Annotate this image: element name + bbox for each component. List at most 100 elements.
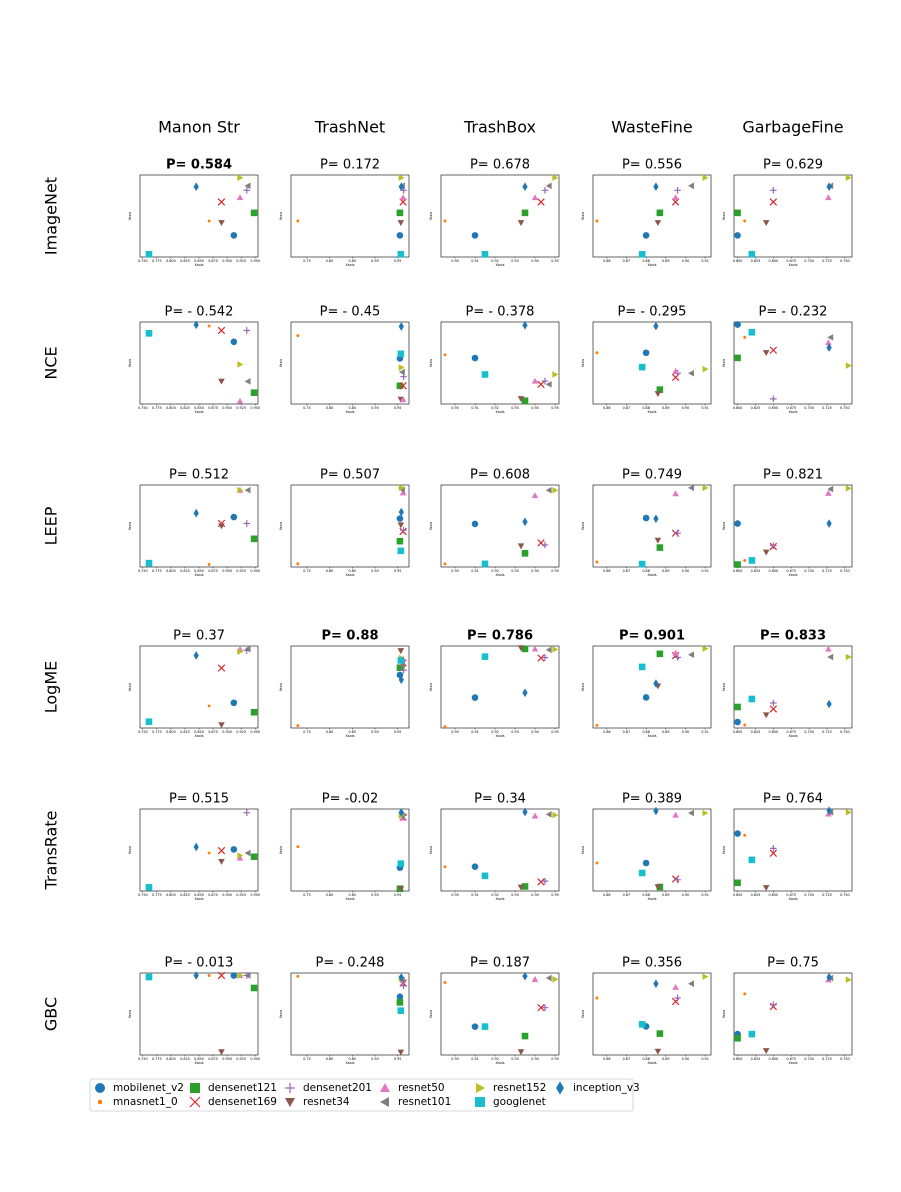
x-tick-label: 0.95 <box>551 893 559 897</box>
x-tick-label: 0.600 <box>733 893 743 897</box>
point <box>517 645 525 652</box>
x-tick-label: 0.800 <box>166 259 176 263</box>
x-tick-label: 0.89 <box>662 730 670 734</box>
x-tick-label: 0.89 <box>662 893 670 897</box>
panel-title: P= 0.901 <box>619 629 685 644</box>
point <box>230 232 238 239</box>
point <box>734 321 741 328</box>
point <box>541 377 549 385</box>
point <box>471 694 479 701</box>
x-axis-label: Xaxis <box>647 263 656 267</box>
y-axis-label: Yaxis <box>279 212 283 221</box>
point <box>517 884 525 891</box>
x-tick-label: 0.80 <box>326 406 334 410</box>
point <box>522 182 528 192</box>
point <box>656 386 664 393</box>
x-tick-label: 0.95 <box>394 1057 402 1061</box>
point <box>145 884 153 891</box>
x-tick-label: 0.850 <box>194 259 204 263</box>
point <box>638 363 646 371</box>
x-tick-label: 0.90 <box>451 406 459 410</box>
point <box>552 976 559 983</box>
point <box>770 187 777 194</box>
x-tick-label: 0.950 <box>250 1057 260 1061</box>
x-tick-label: 0.75 <box>303 1057 311 1061</box>
point <box>734 879 741 887</box>
x-tick-label: 0.750 <box>840 893 850 897</box>
x-tick-label: 0.925 <box>236 406 246 410</box>
point <box>207 704 211 708</box>
x-tick-label: 0.750 <box>138 893 148 897</box>
x-tick-label: 0.93 <box>511 259 519 263</box>
point <box>642 694 650 701</box>
x-axis-label: Xaxis <box>647 897 656 901</box>
x-tick-label: 0.86 <box>603 259 611 263</box>
x-tick-label: 0.875 <box>208 730 218 734</box>
point <box>656 544 664 551</box>
x-tick-label: 0.900 <box>222 730 232 734</box>
x-tick-label: 0.725 <box>822 569 832 573</box>
point <box>481 560 489 568</box>
x-tick-label: 0.625 <box>751 1057 761 1061</box>
panel-title: P= 0.629 <box>763 158 823 173</box>
point <box>145 250 153 258</box>
x-tick-label: 0.90 <box>682 893 690 897</box>
x-tick-label: 0.93 <box>511 406 519 410</box>
plot-frame <box>440 174 560 258</box>
point <box>638 869 646 877</box>
x-tick-label: 0.95 <box>394 259 402 263</box>
x-axis-label: Xaxis <box>647 410 656 414</box>
x-tick-label: 0.700 <box>804 730 814 734</box>
x-tick-label: 0.88 <box>642 1057 650 1061</box>
plot-frame <box>733 321 853 405</box>
x-tick-label: 0.92 <box>491 259 499 263</box>
x-tick-label: 0.750 <box>840 569 850 573</box>
x-tick-label: 0.86 <box>603 1057 611 1061</box>
point <box>443 562 447 566</box>
point <box>521 1032 529 1040</box>
x-axis-label: Xaxis <box>345 1061 354 1065</box>
point <box>396 993 404 1001</box>
x-tick-label: 0.600 <box>733 730 743 734</box>
plot-frame <box>139 645 259 729</box>
y-axis-label: Yaxis <box>429 846 433 855</box>
point <box>217 198 226 206</box>
x-tick-label: 0.625 <box>751 259 761 263</box>
point <box>531 377 539 384</box>
panel-title: P= - 0.45 <box>320 305 381 320</box>
legend-label: googlenet <box>493 1096 546 1108</box>
point <box>531 645 539 652</box>
point <box>397 250 405 258</box>
point <box>250 984 258 992</box>
point <box>702 645 709 652</box>
x-tick-label: 0.90 <box>682 730 690 734</box>
point <box>471 863 479 871</box>
point <box>400 982 407 990</box>
x-tick-label: 0.650 <box>768 259 778 263</box>
point <box>541 541 549 549</box>
x-axis-label: Xaxis <box>495 573 504 577</box>
row-title: ImageNet <box>42 177 61 255</box>
x-tick-label: 0.775 <box>152 406 162 410</box>
x-tick-label: 0.95 <box>551 406 559 410</box>
x-tick-label: 0.95 <box>551 1057 559 1061</box>
point <box>734 520 741 527</box>
point <box>769 849 778 858</box>
point <box>443 865 447 869</box>
x-axis-label: Xaxis <box>788 573 797 577</box>
plot-frame <box>440 808 560 892</box>
point <box>398 484 405 491</box>
x-tick-label: 0.950 <box>250 259 260 263</box>
point <box>743 992 747 996</box>
point <box>734 561 741 568</box>
x-tick-label: 0.850 <box>194 569 204 573</box>
point <box>770 542 777 549</box>
y-axis-label: Yaxis <box>722 359 726 368</box>
plot-frame <box>592 645 712 729</box>
x-tick-label: 0.90 <box>371 406 379 410</box>
x-tick-label: 0.95 <box>551 730 559 734</box>
point <box>552 371 559 378</box>
point <box>845 976 852 983</box>
point <box>217 971 226 980</box>
y-axis-label: Yaxis <box>128 522 132 531</box>
